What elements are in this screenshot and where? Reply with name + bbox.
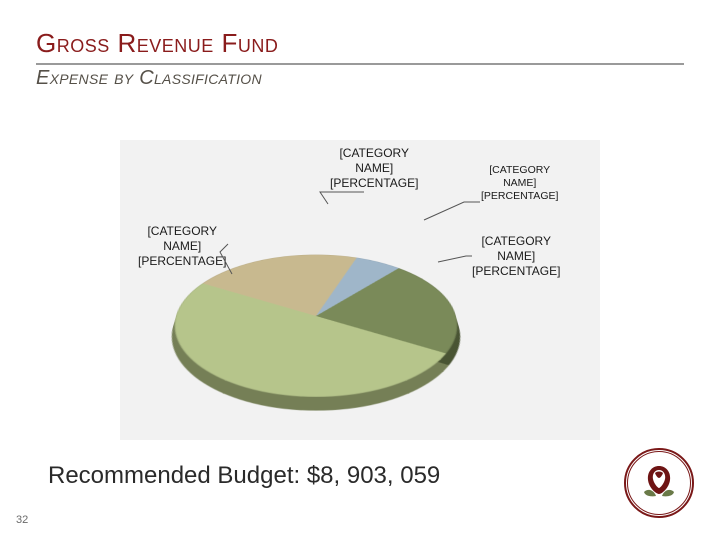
slice-label-1: [CATEGORY NAME] [PERCENTAGE] xyxy=(330,146,418,191)
slide: Gross Revenue Fund Expense by Classifica… xyxy=(0,0,720,540)
slice-label-3: [CATEGORY NAME] [PERCENTAGE] xyxy=(472,234,560,279)
pie-chart xyxy=(176,176,456,396)
rose-icon xyxy=(632,456,686,510)
title-underline xyxy=(36,63,684,65)
page-number: 32 xyxy=(16,514,28,526)
slice-label-2: [CATEGORY NAME] [PERCENTAGE] xyxy=(481,164,558,203)
page-title: Gross Revenue Fund xyxy=(36,28,684,59)
rose-logo xyxy=(624,448,694,518)
page-subtitle: Expense by Classification xyxy=(36,67,684,90)
recommended-budget: Recommended Budget: $8, 903, 059 xyxy=(48,462,440,490)
slice-label-4: [CATEGORY NAME] [PERCENTAGE] xyxy=(138,224,226,269)
chart-panel: [CATEGORY NAME] [PERCENTAGE] [CATEGORY N… xyxy=(120,140,600,440)
